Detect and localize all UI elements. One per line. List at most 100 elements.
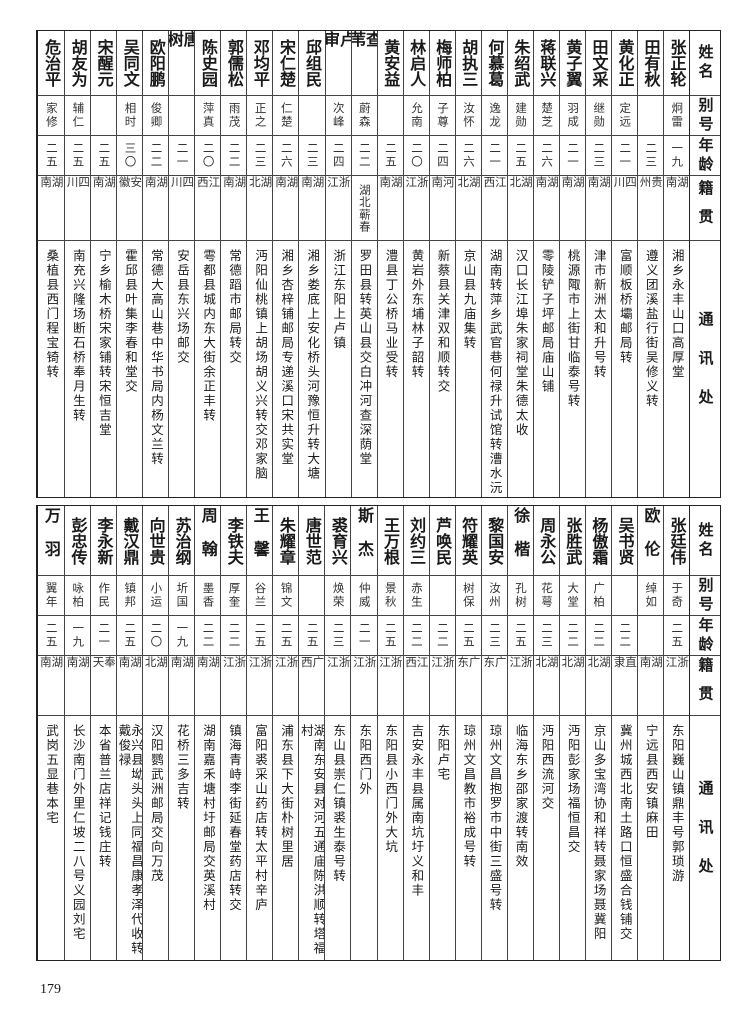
cell-address: 冀州城西北南土路口恒盛合钱铺交 [612, 716, 637, 960]
person-address: 黄岩外东埔林子韶转 [409, 249, 425, 380]
cell-native: 湖北 [247, 176, 273, 241]
cell-alias: 大堂 [559, 576, 585, 616]
person-column: 蒋联兴 楚芝 二六 湖南 零陵铲子坪邮局庙山铺 [532, 31, 559, 497]
cell-age: 二二 [611, 616, 637, 656]
cell-name: 陈史园 [195, 31, 221, 96]
header-label-address: 通讯处 [696, 779, 715, 897]
person-alias: 孔树 [514, 582, 528, 609]
person-name: 万羽 [41, 506, 61, 575]
person-name: 邱组民 [302, 39, 322, 87]
person-native: 广西 [299, 656, 325, 698]
cell-age: 二二 [351, 136, 377, 176]
person-address: 常德蹈市邮局转交 [227, 249, 243, 365]
cell-age: 二五 [91, 136, 117, 176]
person-alias: 正之 [253, 102, 268, 129]
person-address: 浙江东阳上卢镇 [331, 249, 347, 351]
person-alias: 大堂 [566, 582, 581, 609]
person-native: 浙江 [430, 656, 455, 698]
person-name: 周永公 [537, 516, 557, 565]
cell-alias [377, 96, 403, 136]
person-column: 芦唤民 二二 浙江 东阳卢宅 [428, 506, 455, 960]
cell-native: 湖南 [273, 176, 299, 241]
cell-name: 裘育兴 [325, 506, 351, 576]
person-column: 吴书贤 二二 直隶 冀州城西北南土路口恒盛合钱铺交 [610, 506, 637, 960]
person-alias: 谷兰 [253, 582, 268, 609]
header-cell-alias: 别号 [690, 96, 720, 136]
person-alias: 萍真 [201, 102, 216, 129]
person-address: 琼州文昌抱罗市中街三盛号转 [487, 724, 503, 913]
person-address: 吉安永丰县属南坑圩义和丰 [409, 724, 425, 898]
cell-age: 二〇 [403, 136, 429, 176]
person-alias: 广柏 [592, 582, 607, 609]
person-name: 向世贵 [146, 516, 166, 565]
person-age: 二五 [461, 622, 476, 649]
person-native: 湖南 [195, 656, 221, 698]
person-column: 符耀英 树保 二五 广东 琼州文昌教市裕成号转 [454, 506, 481, 960]
person-address: 湖南转萍乡武官巷何禄升试馆转漕水沅 [487, 249, 503, 496]
person-age: 二三 [305, 142, 320, 169]
cell-name: 芦唤民 [429, 506, 455, 576]
person-name: 张正轮 [667, 39, 687, 87]
cell-alias: 仲威 [351, 576, 377, 616]
cell-native: 浙江 [325, 176, 351, 241]
cell-age: 二五 [38, 136, 65, 176]
person-address: 安岳县东兴场邮交 [175, 249, 191, 365]
cell-alias: 绰如 [637, 576, 664, 616]
cell-native: 湖北 [533, 656, 559, 716]
cell-age: 二五 [377, 616, 403, 656]
cell-age: 一九 [664, 136, 690, 176]
person-address: 京山多宝湾协和祥转聂家场聂冀阳 [591, 724, 607, 942]
cell-address: 湘乡杏梓铺邮局专递溪口宋共实堂 [273, 241, 298, 497]
header-cell-address: 通讯处 [690, 716, 720, 960]
person-native: 湖北 [534, 656, 559, 698]
person-native: 浙江 [247, 656, 273, 698]
cell-alias [169, 96, 195, 136]
person-native: 湖南 [91, 176, 117, 218]
person-name: 蒋联兴 [537, 39, 557, 87]
cell-address: 桑植县西门程宝锜转 [38, 241, 64, 497]
cell-alias [638, 96, 664, 136]
cell-age: 二五 [65, 136, 91, 176]
person-column: 苏治纲 圻国 一九 湖南 花桥三多吉转 [168, 506, 195, 960]
cell-age: 二二 [195, 616, 221, 656]
cell-native: 贵州 [638, 176, 664, 241]
cell-name: 田文采 [585, 31, 611, 96]
person-address: 遵义团溪盐行街吴修义转 [643, 249, 659, 409]
person-column: 黄子翼 羽成 二一 湖南 桃源陬市上街甘临泰号转 [558, 31, 585, 497]
cell-address: 桃源陬市上街甘临泰号转 [560, 241, 585, 497]
person-age: 一九 [175, 622, 190, 649]
person-address: 澧县丁公桥马业受转 [383, 249, 399, 380]
header-label-native: 籍贯 [696, 179, 715, 237]
person-address: 武岗五显巷本宅 [44, 724, 60, 826]
cell-address: 本省普兰店祥记钱庄转 [91, 716, 116, 960]
header-label-name: 姓名 [696, 521, 715, 560]
cell-alias: 相时 [117, 96, 143, 136]
person-name: 吴书贤 [615, 516, 635, 565]
cell-name: 张胜武 [559, 506, 585, 576]
cell-native: 湖南 [637, 656, 664, 716]
person-column: 宋仁楚 仁楚 二六 湖南 湘乡杏梓铺邮局专递溪口宋共实堂 [272, 31, 299, 497]
person-alias: 炯雷 [670, 102, 685, 129]
person-address: 南充兴隆场断石桥奉月生转 [70, 249, 86, 423]
person-column: 黄安益 二五 湖南 澧县丁公桥马业受转 [376, 31, 403, 497]
person-native: 浙江 [326, 176, 351, 218]
person-native: 浙江 [664, 656, 690, 698]
person-name: 杨傲霜 [589, 516, 609, 565]
header-cell-native: 籍贯 [690, 176, 720, 241]
person-name: 胡友为 [68, 39, 88, 87]
cell-alias: 锦文 [273, 576, 299, 616]
header-cell-address: 通讯处 [690, 241, 720, 497]
cell-native: 浙江 [221, 656, 247, 716]
person-native: 广东 [456, 656, 481, 698]
cell-address: 东阳西门外 [351, 716, 376, 960]
cell-native: 广西 [299, 656, 325, 716]
cell-address: 南充兴隆场断石桥奉月生转 [65, 241, 90, 497]
cell-native: 湖南 [38, 176, 65, 241]
person-alias: 允南 [409, 102, 424, 129]
person-column: 裘育兴 焕荣 二三 浙江 东山县崇仁镇裘生泰号转 [324, 506, 351, 960]
header-cell-age: 年龄 [690, 136, 720, 176]
header-cell-name: 姓名 [690, 31, 720, 96]
person-name: 田文采 [589, 39, 609, 87]
person-name: 胡执三 [459, 39, 479, 87]
person-name: 邓均平 [250, 39, 270, 87]
